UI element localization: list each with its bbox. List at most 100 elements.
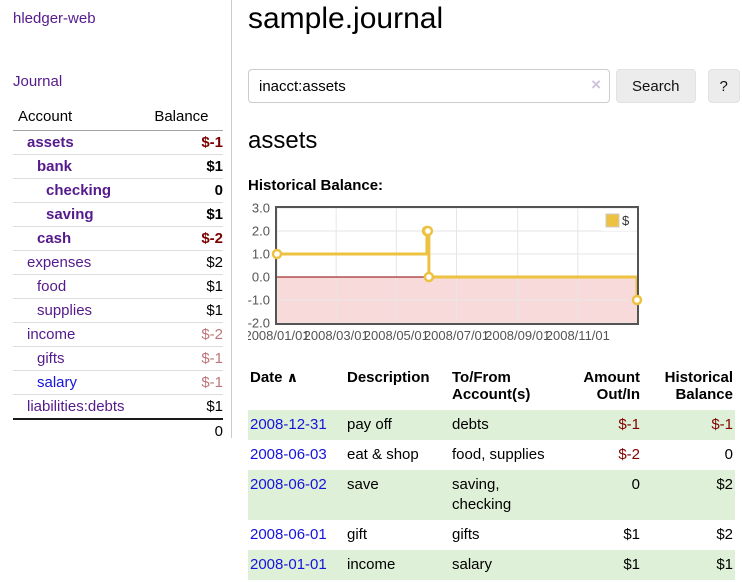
- register-description-cell: gift: [347, 526, 368, 543]
- account-balance: $1: [154, 394, 223, 420]
- account-row: assets $-1: [13, 130, 223, 155]
- chart-marker: [271, 248, 283, 260]
- x-axis-tick-label: 2008/07/01: [424, 328, 489, 343]
- account-row: salary $-1: [13, 370, 223, 395]
- chart-svg: $3.0 2.0 1.0 0.0 -1.0 -2.02008/01/012008/03/0…: [244, 201, 643, 343]
- account-link-supplies[interactable]: supplies: [37, 302, 93, 319]
- register-amount-cell: 0: [631, 476, 640, 493]
- chart-title: Historical Balance:: [248, 177, 384, 194]
- sidebar-item-journal[interactable]: Journal: [13, 73, 63, 90]
- register-date-link[interactable]: 2008-01-01: [250, 556, 327, 573]
- account-title: assets: [248, 127, 318, 154]
- account-link-liabilities-debts[interactable]: liabilities:debts: [27, 398, 125, 415]
- register-amount-cell: $1: [623, 556, 640, 573]
- register-header-date[interactable]: Date ∧: [250, 369, 299, 386]
- register-row: 2008-06-03 eat & shop food, supplies $-2 0: [248, 440, 735, 470]
- register-row: 2008-06-01 gift gifts $1 $2: [248, 520, 735, 550]
- account-link-checking[interactable]: checking: [46, 182, 112, 199]
- x-axis-tick-label: 2008/05/01: [364, 328, 429, 343]
- legend-swatch: [605, 213, 620, 228]
- register-accounts-cell: debts: [452, 416, 489, 433]
- register-amount-cell: $-1: [618, 416, 640, 433]
- chart-marker: [631, 294, 643, 306]
- search-input-wrap: ×: [248, 69, 610, 103]
- register-accounts-cell: salary: [452, 556, 493, 573]
- account-cell: checking: [13, 178, 155, 203]
- register-balance-cell: $2: [716, 476, 733, 493]
- account-balance: $-1: [154, 346, 223, 371]
- register-balance-cell: $1: [716, 556, 733, 573]
- account-row: checking 0: [13, 178, 223, 203]
- search-input[interactable]: [248, 69, 610, 103]
- account-cell: bank: [13, 154, 155, 179]
- register-description-cell: income: [347, 556, 396, 573]
- account-cell: salary: [13, 370, 155, 395]
- account-row: cash $-2: [13, 226, 223, 251]
- account-link-food[interactable]: food: [37, 278, 67, 295]
- account-link-gifts[interactable]: gifts: [37, 350, 65, 367]
- register-amount-cell: $1: [623, 526, 640, 543]
- y-axis-tick-label: -2.0: [248, 316, 270, 331]
- register-accounts-cell: saving, checking: [452, 476, 512, 513]
- register-date-link[interactable]: 2008-06-02: [250, 476, 327, 493]
- register-date-cell: 2008-06-03: [248, 440, 345, 470]
- y-axis-tick-label: 1.0: [252, 247, 270, 262]
- x-axis-tick-label: 2008/09/01: [485, 328, 550, 343]
- account-balance: $-2: [154, 226, 223, 251]
- account-cell: expenses: [13, 250, 155, 275]
- account-cell: liabilities:debts: [13, 394, 155, 420]
- account-row: expenses $2: [13, 250, 223, 275]
- app-title-link[interactable]: hledger-web: [13, 10, 96, 27]
- register-date-link[interactable]: 2008-06-01: [250, 526, 327, 543]
- register-date-cell: 2008-12-31: [248, 410, 345, 440]
- account-row: bank $1: [13, 154, 223, 179]
- accounts-header-balance: Balance: [154, 105, 223, 131]
- account-cell: gifts: [13, 346, 155, 371]
- account-link-cash[interactable]: cash: [37, 230, 72, 247]
- account-row: liabilities:debts $1: [13, 394, 223, 420]
- search-button[interactable]: Search: [616, 69, 696, 103]
- register-header-balance: Historical Balance: [664, 369, 733, 403]
- chart-marker: [422, 225, 434, 237]
- register-header-row: Date ∧ Description To/From Account(s) Am…: [248, 367, 735, 410]
- page-title: sample.journal: [248, 2, 444, 35]
- account-cell: saving: [13, 202, 155, 227]
- register-balance-cell: $2: [716, 526, 733, 543]
- register-table: Date ∧ Description To/From Account(s) Am…: [248, 367, 735, 580]
- register-row: 2008-01-01 income salary $1 $1: [248, 550, 735, 580]
- register-date-link[interactable]: 2008-06-03: [250, 446, 327, 463]
- account-link-salary[interactable]: salary: [37, 374, 78, 391]
- sort-asc-icon: ∧: [286, 369, 299, 385]
- account-link-assets[interactable]: assets: [27, 134, 74, 151]
- register-date-link[interactable]: 2008-12-31: [250, 416, 327, 433]
- accounts-total-value: 0: [214, 423, 223, 440]
- register-accounts-cell: food, supplies: [452, 446, 545, 463]
- register-amount-cell: $-2: [618, 446, 640, 463]
- account-row: food $1: [13, 274, 223, 299]
- search-bar: × Search ?: [248, 69, 740, 103]
- account-balance: $2: [154, 250, 223, 275]
- accounts-total-row: 0: [13, 419, 223, 443]
- register-date-cell: 2008-06-01: [248, 520, 345, 550]
- chart-marker: [423, 271, 435, 283]
- register-header-description: Description: [347, 369, 430, 386]
- account-balance: $1: [154, 274, 223, 299]
- account-balance: $1: [154, 298, 223, 323]
- accounts-table: Account Balance assets $-1 bank $1 checking 0…: [13, 105, 223, 443]
- x-axis-tick-label: 2008/03/01: [304, 328, 369, 343]
- help-button[interactable]: ?: [707, 69, 740, 103]
- account-row: saving $1: [13, 202, 223, 227]
- register-description-cell: eat & shop: [347, 446, 419, 463]
- account-link-expenses[interactable]: expenses: [27, 254, 92, 271]
- account-link-bank[interactable]: bank: [37, 158, 73, 175]
- account-link-income[interactable]: income: [27, 326, 76, 343]
- account-cell: income: [13, 322, 155, 347]
- clear-search-icon[interactable]: ×: [591, 75, 601, 94]
- account-cell: cash: [13, 226, 155, 251]
- y-axis-tick-label: -1.0: [248, 293, 270, 308]
- account-cell: supplies: [13, 298, 155, 323]
- account-cell: assets: [13, 130, 155, 155]
- register-balance-cell: 0: [724, 446, 733, 463]
- account-link-saving[interactable]: saving: [46, 206, 94, 223]
